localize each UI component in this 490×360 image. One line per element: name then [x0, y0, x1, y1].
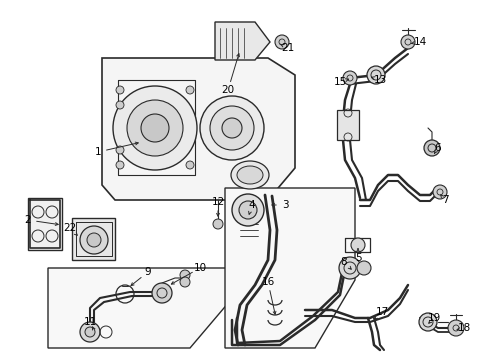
Circle shape — [213, 219, 223, 229]
Circle shape — [357, 261, 371, 275]
Text: 5: 5 — [355, 253, 361, 263]
Text: 20: 20 — [221, 85, 235, 95]
Text: 4: 4 — [249, 200, 255, 210]
Circle shape — [116, 101, 124, 109]
Circle shape — [232, 194, 264, 226]
Circle shape — [448, 320, 464, 336]
Text: 9: 9 — [145, 267, 151, 277]
Text: 10: 10 — [194, 263, 207, 273]
Text: 17: 17 — [375, 307, 389, 317]
Text: 22: 22 — [63, 223, 76, 233]
Circle shape — [141, 114, 169, 142]
Circle shape — [200, 96, 264, 160]
Circle shape — [186, 86, 194, 94]
Text: 2: 2 — [24, 215, 31, 225]
Text: 19: 19 — [427, 313, 441, 323]
Circle shape — [113, 86, 197, 170]
Circle shape — [85, 327, 95, 337]
Text: 3: 3 — [282, 200, 288, 210]
Circle shape — [343, 71, 357, 85]
Circle shape — [180, 270, 190, 280]
Polygon shape — [72, 218, 115, 260]
Text: 21: 21 — [281, 43, 294, 53]
Circle shape — [239, 201, 257, 219]
Polygon shape — [102, 58, 295, 200]
Polygon shape — [225, 188, 355, 348]
Circle shape — [401, 35, 415, 49]
Text: 11: 11 — [83, 317, 97, 327]
Ellipse shape — [231, 161, 269, 189]
Circle shape — [339, 257, 361, 279]
Circle shape — [424, 140, 440, 156]
Circle shape — [80, 322, 100, 342]
Circle shape — [222, 118, 242, 138]
Circle shape — [152, 283, 172, 303]
Ellipse shape — [237, 166, 263, 184]
Circle shape — [210, 106, 254, 150]
Circle shape — [433, 185, 447, 199]
Circle shape — [275, 35, 289, 49]
Text: 7: 7 — [441, 195, 448, 205]
Text: 13: 13 — [373, 75, 387, 85]
Circle shape — [180, 277, 190, 287]
Text: 18: 18 — [457, 323, 470, 333]
Text: 1: 1 — [95, 147, 101, 157]
Circle shape — [87, 233, 101, 247]
Polygon shape — [28, 198, 62, 250]
Circle shape — [351, 238, 365, 252]
Text: 16: 16 — [261, 277, 274, 287]
Text: 12: 12 — [211, 197, 224, 207]
Text: 8: 8 — [341, 257, 347, 267]
Circle shape — [419, 313, 437, 331]
Circle shape — [116, 146, 124, 154]
Text: 15: 15 — [333, 77, 346, 87]
Circle shape — [127, 100, 183, 156]
Polygon shape — [215, 22, 270, 60]
Polygon shape — [48, 268, 235, 348]
Circle shape — [116, 86, 124, 94]
Circle shape — [116, 161, 124, 169]
Text: 14: 14 — [414, 37, 427, 47]
Circle shape — [186, 161, 194, 169]
Circle shape — [80, 226, 108, 254]
FancyBboxPatch shape — [337, 110, 359, 140]
Text: 6: 6 — [435, 143, 441, 153]
Circle shape — [367, 66, 385, 84]
